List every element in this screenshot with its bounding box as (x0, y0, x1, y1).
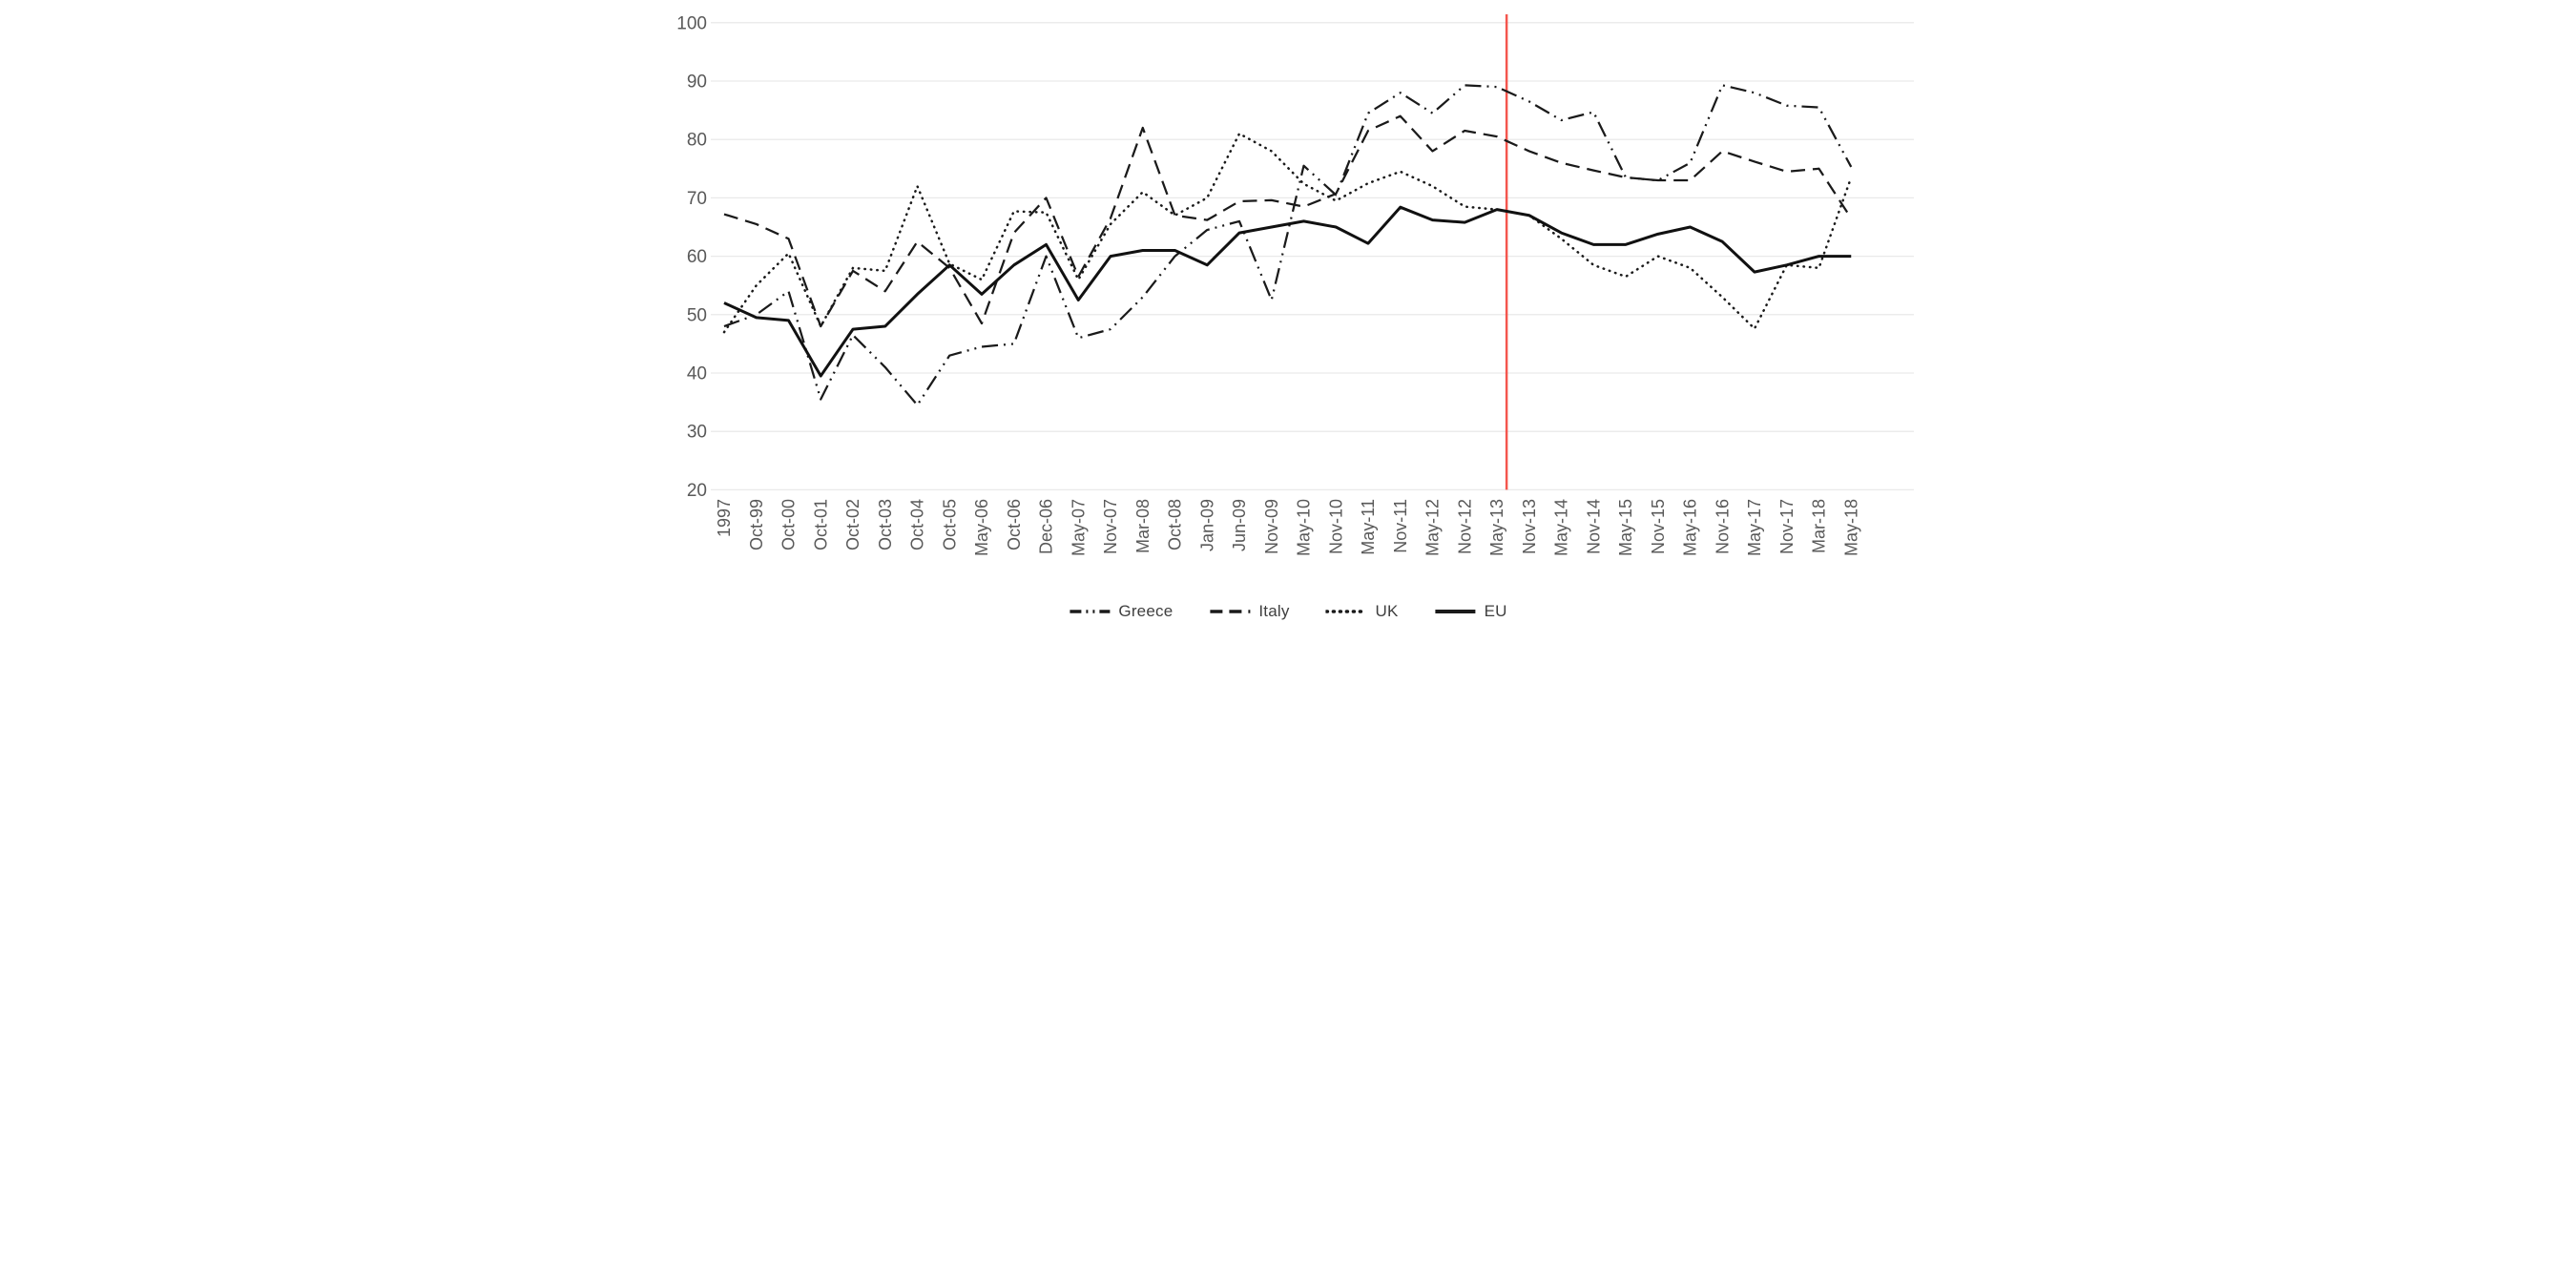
series-line-eu (723, 205, 1852, 378)
x-tick-label-May-10: May-10 (1295, 499, 1314, 556)
x-tick-label-Nov-13: Nov-13 (1520, 499, 1539, 554)
x-tick-label-Nov-12: Nov-12 (1455, 499, 1474, 554)
x-tick-label-Dec-06: Dec-06 (1037, 499, 1056, 554)
x-tick-label-Oct-06: Oct-06 (1005, 499, 1024, 550)
x-tick-label-Oct-08: Oct-08 (1166, 499, 1185, 550)
x-tick-label-Nov-15: Nov-15 (1649, 499, 1668, 554)
x-tick-label-Oct-01: Oct-01 (811, 499, 830, 550)
y-tick-label-70: 70 (687, 189, 707, 209)
x-tick-label-Oct-05: Oct-05 (940, 499, 959, 550)
x-tick-label-May-13: May-13 (1487, 499, 1506, 556)
x-tick-label-Nov-14: Nov-14 (1584, 499, 1603, 554)
x-tick-label-Jun-09: Jun-09 (1230, 499, 1249, 551)
y-tick-label-80: 80 (687, 131, 707, 151)
y-tick-label-30: 30 (687, 423, 707, 443)
x-tick-label-Nov-10: Nov-10 (1326, 499, 1345, 554)
x-tick-label-May-06: May-06 (972, 499, 991, 556)
x-tick-label-May-07: May-07 (1069, 499, 1088, 556)
y-tick-label-50: 50 (687, 305, 707, 325)
x-tick-label-Oct-04: Oct-04 (908, 499, 927, 550)
x-tick-label-May-12: May-12 (1423, 499, 1443, 556)
x-tick-label-May-16: May-16 (1681, 499, 1700, 556)
series-line-greece (723, 84, 1853, 406)
x-tick-label-Nov-16: Nov-16 (1713, 499, 1732, 554)
chart-canvas: 100 90 80 70 60 50 40 30 20 1997 Oct-99 Oct-00 Oct-0… (676, 13, 1914, 556)
x-tick-label-Nov-11: Nov-11 (1391, 499, 1410, 553)
x-tick-label-Jan-09: Jan-09 (1197, 499, 1216, 551)
series-line-uk (722, 132, 1853, 334)
x-tick-label-May-14: May-14 (1552, 499, 1571, 556)
y-tick-label-100: 100 (676, 13, 707, 33)
y-tick-label-90: 90 (687, 73, 707, 93)
plot-area (722, 84, 1853, 406)
x-tick-label-May-15: May-15 (1616, 499, 1635, 556)
legend-label-eu: EU (1484, 602, 1507, 620)
series-line-italy (723, 114, 1853, 328)
x-tick-label-May-18: May-18 (1841, 499, 1860, 556)
x-axis-tick-labels: 1997 Oct-99 Oct-00 Oct-01 Oct-02 Oct-03 Oct-04… (715, 499, 1860, 556)
legend-item-uk: UK (1325, 602, 1399, 621)
gridlines (711, 22, 1914, 491)
line-chart: 100 90 80 70 60 50 40 30 20 1997 Oct-99 Oct-00 Oct-0… (644, 0, 1932, 632)
x-tick-label-Nov-17: Nov-17 (1777, 499, 1797, 554)
legend-swatch-uk-icon (1325, 610, 1368, 613)
x-tick-label-Mar-18: Mar-18 (1810, 499, 1829, 553)
y-tick-label-20: 20 (687, 481, 707, 501)
legend-item-italy: Italy (1209, 602, 1289, 621)
x-tick-label-Mar-08: Mar-08 (1133, 499, 1153, 553)
x-tick-label-Nov-09: Nov-09 (1262, 499, 1281, 554)
x-tick-label-1997: 1997 (715, 499, 734, 537)
legend-item-greece: Greece (1069, 602, 1173, 621)
x-tick-label-Oct-03: Oct-03 (876, 499, 895, 550)
x-tick-label-Oct-99: Oct-99 (747, 499, 766, 550)
legend-swatch-eu-icon (1435, 610, 1476, 613)
y-tick-label-60: 60 (687, 247, 707, 267)
legend-item-eu: EU (1435, 602, 1507, 621)
x-tick-label-May-11: May-11 (1359, 499, 1378, 555)
chart-legend: Greece Italy UK EU (1069, 602, 1506, 621)
x-tick-label-Oct-00: Oct-00 (779, 499, 799, 550)
x-tick-label-Oct-02: Oct-02 (843, 499, 862, 550)
y-axis-tick-labels: 100 90 80 70 60 50 40 30 20 (676, 13, 707, 501)
legend-label-italy: Italy (1258, 602, 1290, 620)
y-tick-label-40: 40 (687, 364, 707, 384)
legend-label-uk: UK (1375, 602, 1399, 620)
legend-label-greece: Greece (1118, 602, 1174, 620)
x-tick-label-May-17: May-17 (1745, 499, 1764, 556)
legend-swatch-greece-icon (1070, 610, 1111, 613)
legend-swatch-italy-icon (1210, 610, 1251, 613)
x-tick-label-Nov-07: Nov-07 (1101, 499, 1120, 554)
